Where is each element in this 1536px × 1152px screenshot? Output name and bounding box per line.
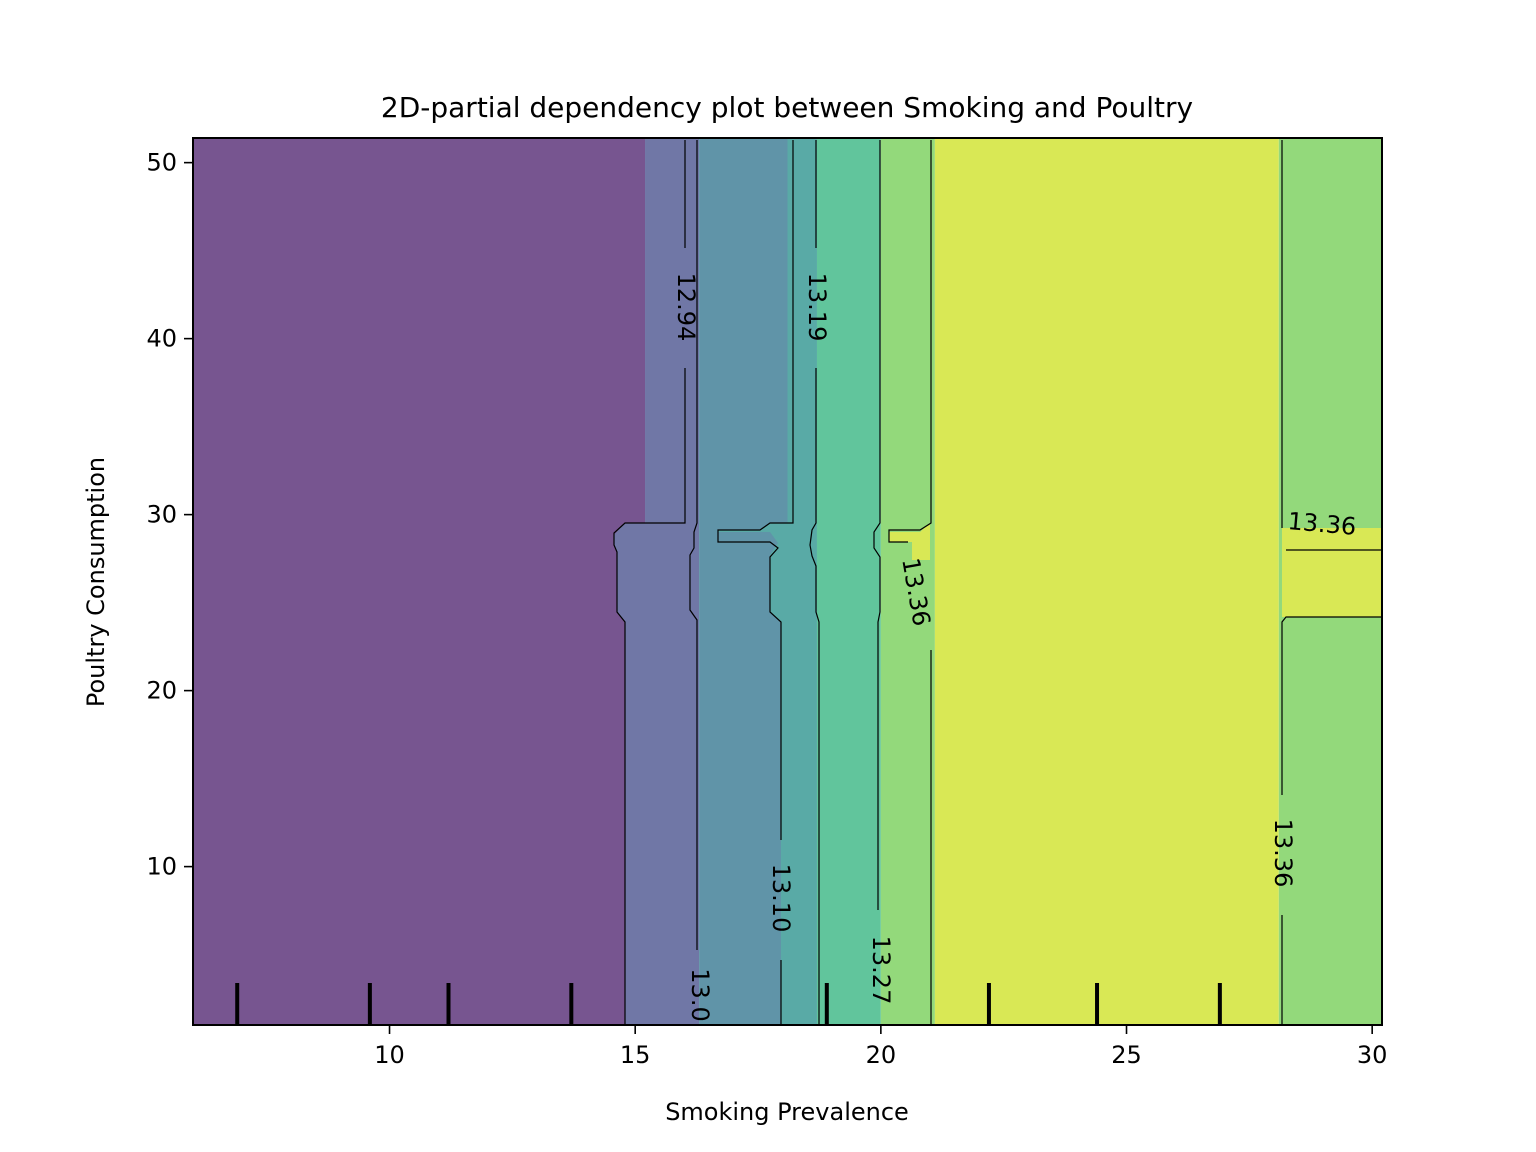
contour-line-13-36-right: [1281, 140, 1382, 1025]
y-tick-label-30: 30: [146, 501, 177, 529]
x-tick-label-30: 30: [1357, 1041, 1388, 1069]
x-tick-label-20: 20: [866, 1041, 897, 1069]
contour-line-13-36-left: [888, 140, 932, 1025]
plot-frame: [192, 137, 1383, 1026]
y-tick-label-40: 40: [146, 325, 177, 353]
contour-label-1: 13.0: [686, 968, 714, 1021]
y-axis-label: Poultry Consumption: [82, 457, 110, 707]
x-tick-label-25: 25: [1111, 1041, 1142, 1069]
contour-band-6: [934, 138, 1279, 1025]
y-tick-label-10: 10: [146, 853, 177, 881]
contour-band-0: [193, 138, 646, 1025]
decile-rug: [235, 983, 1222, 1025]
contour-region-12-94-edge: [614, 523, 625, 1025]
contour-region-13-02: [614, 140, 696, 1025]
x-tick-label-15: 15: [620, 1041, 651, 1069]
y-tick-label-50: 50: [146, 149, 177, 177]
x-tick-label-10: 10: [374, 1041, 405, 1069]
contour-label-4: 13.27: [867, 936, 895, 1005]
contour-lines: [613, 140, 1382, 1025]
contour-label-6: 13.36: [1287, 507, 1358, 541]
contour-line-12-94: [613, 140, 686, 1025]
chart-title: 2D-partial dependency plot between Smoki…: [381, 91, 1193, 124]
contour-shapes: [614, 140, 1382, 1025]
contour-line-13-10: [717, 140, 794, 1025]
contour-label-0: 12.94: [672, 273, 700, 342]
contour-label-3: 13.19: [803, 273, 831, 342]
contour-region-13-36-right: [1282, 528, 1382, 617]
contour-line-13-27: [873, 140, 881, 910]
y-axis: 10 20 30 40 50: [146, 149, 193, 881]
contour-region-13-10-notch: [718, 140, 810, 1025]
x-axis: 10 15 20 25 30: [374, 1025, 1387, 1069]
contour-label-2: 13.10: [767, 864, 795, 933]
x-axis-label: Smoking Prevalence: [665, 1098, 909, 1126]
y-tick-label-20: 20: [146, 677, 177, 705]
contour-line-13-19: [809, 140, 820, 1025]
contour-band-4: [816, 138, 881, 1025]
contour-label-7: 13.36: [1269, 819, 1297, 888]
contour-line-13-02: [689, 140, 698, 950]
contour-band-5: [880, 138, 935, 1025]
contour-region-13-36-notch: [889, 523, 930, 560]
